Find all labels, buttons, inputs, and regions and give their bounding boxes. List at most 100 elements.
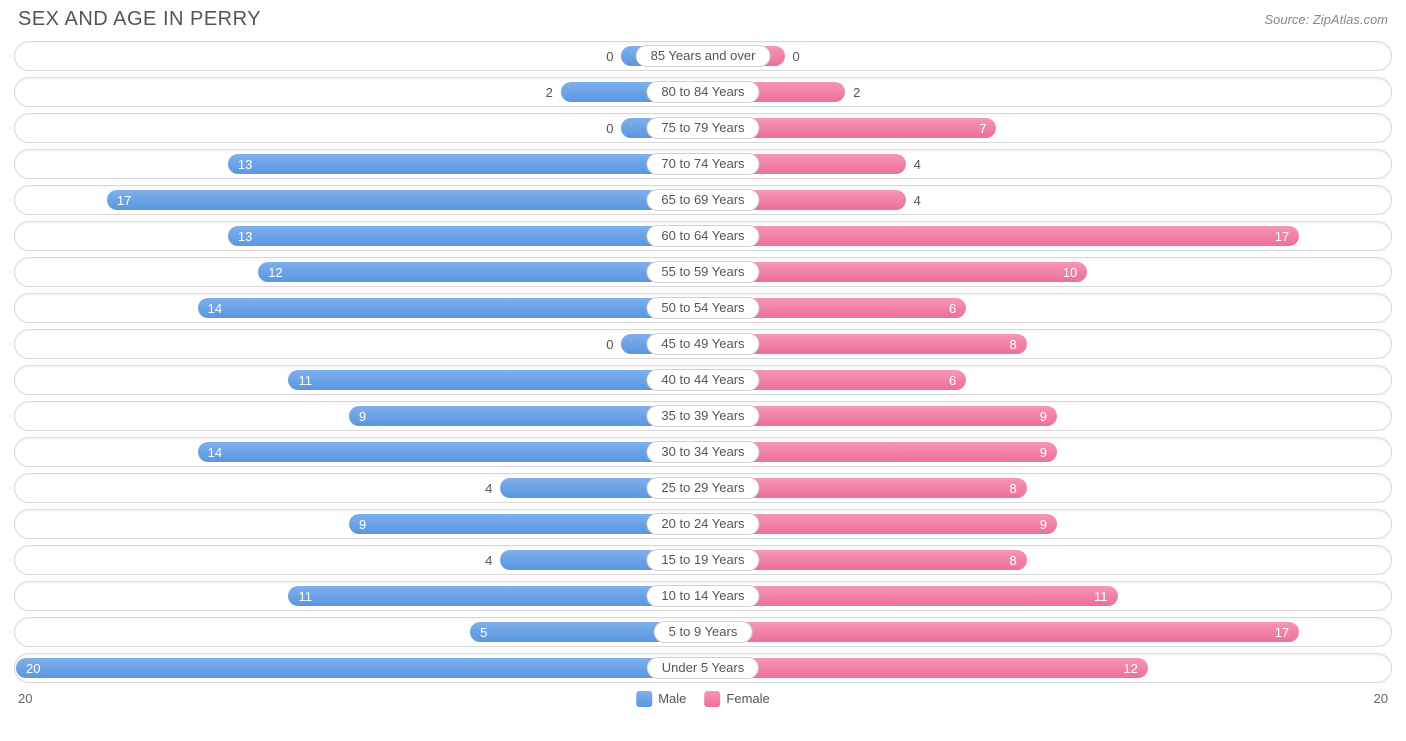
age-row: 9935 to 39 Years <box>14 401 1392 431</box>
male-half: 17 <box>15 186 703 214</box>
age-row: 131760 to 64 Years <box>14 221 1392 251</box>
male-value: 12 <box>268 265 282 280</box>
axis-right-max: 20 <box>1374 691 1388 706</box>
legend-male-label: Male <box>658 691 686 706</box>
male-bar: 14 <box>198 298 704 318</box>
male-value: 9 <box>359 517 366 532</box>
male-bar: 13 <box>228 154 704 174</box>
age-label: 25 to 29 Years <box>646 477 759 499</box>
female-value: 9 <box>1040 517 1047 532</box>
male-value: 17 <box>117 193 131 208</box>
age-label: 75 to 79 Years <box>646 117 759 139</box>
male-value: 4 <box>485 481 500 496</box>
female-half: 7 <box>703 114 1391 142</box>
age-label: 5 to 9 Years <box>654 621 753 643</box>
male-half: 11 <box>15 582 703 610</box>
male-half: 4 <box>15 546 703 574</box>
female-half: 2 <box>703 78 1391 106</box>
female-value: 8 <box>1010 481 1017 496</box>
male-half: 0 <box>15 42 703 70</box>
male-bar: 14 <box>198 442 704 462</box>
female-value: 12 <box>1123 661 1137 676</box>
age-label: 10 to 14 Years <box>646 585 759 607</box>
female-half: 4 <box>703 150 1391 178</box>
male-half: 9 <box>15 510 703 538</box>
chart-footer: 20 Male Female 20 <box>0 689 1406 706</box>
male-value: 13 <box>238 157 252 172</box>
female-value: 9 <box>1040 445 1047 460</box>
female-swatch-icon <box>704 691 720 707</box>
male-half: 9 <box>15 402 703 430</box>
age-label: 55 to 59 Years <box>646 261 759 283</box>
female-half: 17 <box>703 222 1391 250</box>
female-half: 10 <box>703 258 1391 286</box>
female-bar: 17 <box>702 622 1299 642</box>
age-row: 0845 to 49 Years <box>14 329 1392 359</box>
age-label: 65 to 69 Years <box>646 189 759 211</box>
female-bar: 12 <box>702 658 1148 678</box>
male-value: 20 <box>26 661 40 676</box>
male-value: 14 <box>208 445 222 460</box>
male-value: 11 <box>298 589 312 604</box>
female-value: 2 <box>845 85 860 100</box>
age-row: 17 4 65 to 69 Years <box>14 185 1392 215</box>
age-label: 50 to 54 Years <box>646 297 759 319</box>
female-bar: 17 <box>702 226 1299 246</box>
female-half: 4 <box>703 186 1391 214</box>
age-row: 0085 Years and over <box>14 41 1392 71</box>
legend-female: Female <box>704 691 769 707</box>
female-half: 9 <box>703 438 1391 466</box>
female-value: 4 <box>906 193 921 208</box>
chart-source: Source: ZipAtlas.com <box>1264 12 1388 27</box>
population-pyramid: 0085 Years and over2280 to 84 Years0775 … <box>0 41 1406 683</box>
male-half: 13 <box>15 222 703 250</box>
age-label: 40 to 44 Years <box>646 369 759 391</box>
female-value: 6 <box>949 373 956 388</box>
male-half: 4 <box>15 474 703 502</box>
male-value: 14 <box>208 301 222 316</box>
male-half: 13 <box>15 150 703 178</box>
female-half: 12 <box>703 654 1391 682</box>
male-value: 0 <box>606 337 621 352</box>
male-bar: 17 <box>107 190 704 210</box>
female-half: 8 <box>703 546 1391 574</box>
female-value: 10 <box>1063 265 1077 280</box>
age-label: 15 to 19 Years <box>646 549 759 571</box>
legend-male: Male <box>636 691 686 707</box>
male-value: 9 <box>359 409 366 424</box>
female-half: 17 <box>703 618 1391 646</box>
female-value: 8 <box>1010 553 1017 568</box>
female-value: 6 <box>949 301 956 316</box>
age-row: 5 17 5 to 9 Years <box>14 617 1392 647</box>
female-value: 4 <box>906 157 921 172</box>
age-row: 4 8 15 to 19 Years <box>14 545 1392 575</box>
female-bar: 11 <box>702 586 1118 606</box>
female-value: 11 <box>1094 589 1108 604</box>
male-bar: 12 <box>258 262 704 282</box>
male-value: 13 <box>238 229 252 244</box>
male-half: 5 <box>15 618 703 646</box>
female-half: 0 <box>703 42 1391 70</box>
age-row: 4 8 25 to 29 Years <box>14 473 1392 503</box>
female-value: 17 <box>1275 625 1289 640</box>
male-value: 5 <box>480 625 487 640</box>
axis-left-max: 20 <box>18 691 32 706</box>
male-half: 0 <box>15 114 703 142</box>
age-row: 12 10 55 to 59 Years <box>14 257 1392 287</box>
female-value: 17 <box>1275 229 1289 244</box>
female-value: 0 <box>785 49 800 64</box>
male-half: 20 <box>15 654 703 682</box>
female-half: 6 <box>703 294 1391 322</box>
female-half: 9 <box>703 402 1391 430</box>
male-bar: 11 <box>288 586 704 606</box>
age-row: 14 6 50 to 54 Years <box>14 293 1392 323</box>
age-label: 85 Years and over <box>636 45 771 67</box>
male-value: 4 <box>485 553 500 568</box>
female-value: 9 <box>1040 409 1047 424</box>
female-half: 11 <box>703 582 1391 610</box>
male-half: 11 <box>15 366 703 394</box>
female-half: 8 <box>703 474 1391 502</box>
male-half: 14 <box>15 438 703 466</box>
male-half: 14 <box>15 294 703 322</box>
male-value: 2 <box>546 85 561 100</box>
